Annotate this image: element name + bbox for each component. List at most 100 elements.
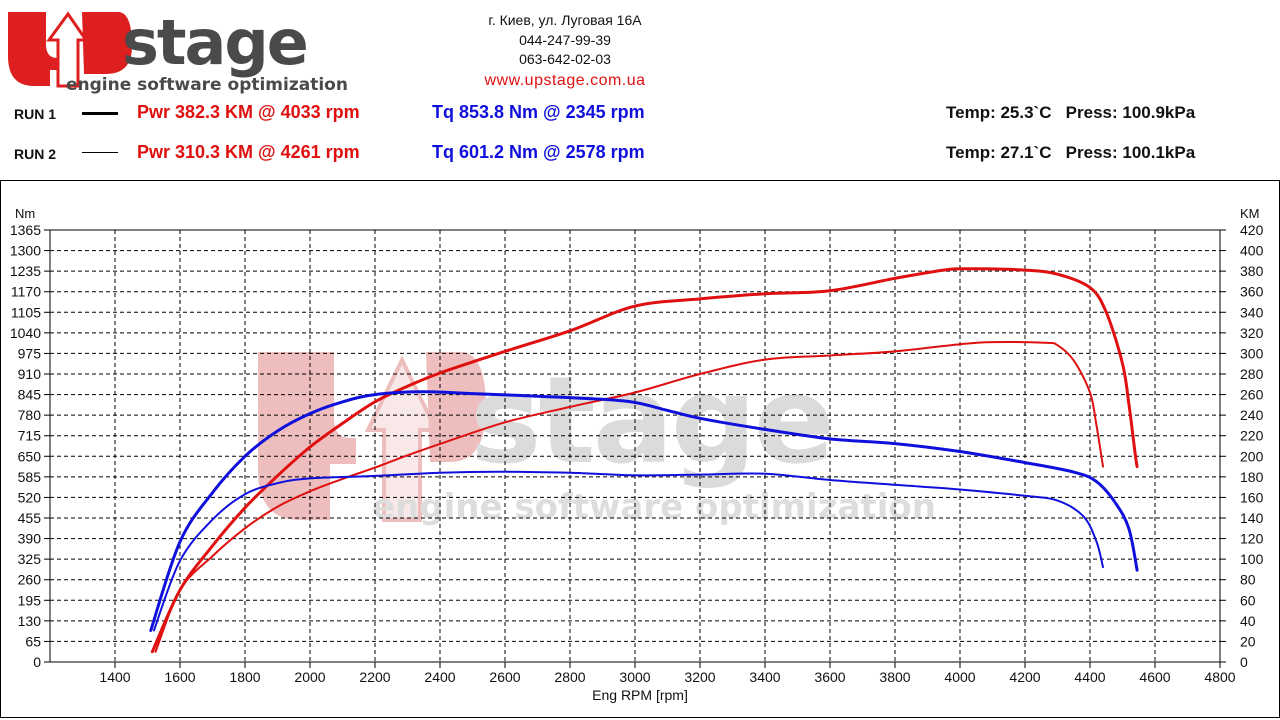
x-tick-label: 3600 <box>814 669 845 685</box>
y-right-tick-label: 420 <box>1240 222 1264 238</box>
y-left-tick-label: 1105 <box>11 304 41 320</box>
grid <box>50 230 1220 662</box>
watermark: stage engine software optimization <box>258 352 936 527</box>
run-2-power-curve <box>154 341 1104 653</box>
run-1-line-sample <box>82 112 118 115</box>
x-tick-label: 4800 <box>1204 669 1235 685</box>
y-right-tick-label: 340 <box>1240 304 1264 320</box>
run-1-power-curve <box>150 267 1139 654</box>
y-left-tick-label: 390 <box>18 531 42 547</box>
y-right-tick-label: 0 <box>1240 654 1248 670</box>
y-right-tick-label: 100 <box>1240 551 1264 567</box>
y-left-tick-label: 195 <box>18 592 42 608</box>
y-right-tick-label: 160 <box>1240 489 1264 505</box>
y-right-tick-label: 240 <box>1240 407 1264 423</box>
x-tick-label: 1400 <box>99 669 130 685</box>
y-left-tick-label: 1365 <box>10 222 41 238</box>
x-tick-label: 4200 <box>1009 669 1040 685</box>
y-left-tick-label: 65 <box>25 633 41 649</box>
x-tick-label: 2800 <box>554 669 585 685</box>
logo-tagline: engine software optimization <box>66 75 348 95</box>
y-right-tick-label: 320 <box>1240 325 1264 341</box>
y-right-tick-label: 200 <box>1240 448 1264 464</box>
curves <box>149 267 1139 654</box>
y-left-tick-label: 1300 <box>10 243 41 259</box>
y-right-tick-label: 300 <box>1240 345 1264 361</box>
x-tick-label: 4400 <box>1074 669 1105 685</box>
chart-frame <box>0 180 1280 718</box>
y-left-tick-label: 1040 <box>10 325 41 341</box>
address: г. Киев, ул. Луговая 16A <box>488 12 642 28</box>
run-1-label: RUN 1 <box>14 106 57 122</box>
y-left-tick-label: 1235 <box>10 263 41 279</box>
phone-1: 044-247-99-39 <box>519 32 611 48</box>
y-left-tick-label: 585 <box>18 469 42 485</box>
y-right-tick-label: 220 <box>1240 428 1264 444</box>
y-right-tick-label: 40 <box>1240 613 1256 629</box>
website-link[interactable]: www.upstage.com.ua <box>484 72 646 89</box>
x-tick-label: 2200 <box>359 669 390 685</box>
y-right-unit: KM <box>1240 206 1260 221</box>
x-tick-label: 2600 <box>489 669 520 685</box>
x-axis-label: Eng RPM [rpm] <box>592 687 688 703</box>
x-tick-label: 2400 <box>424 669 455 685</box>
y-left-tick-label: 455 <box>18 510 42 526</box>
run-2-line-sample <box>82 152 118 153</box>
y-right-tick-label: 60 <box>1240 592 1256 608</box>
axes: 1400 1600 1800 2000 2200 2400 2600 2800 3000 3200… <box>10 222 1264 685</box>
upstage-logo: stage engine software optimization <box>8 6 348 95</box>
y-left-tick-label: 780 <box>18 407 42 423</box>
x-tick-label: 3000 <box>619 669 650 685</box>
run-2-temp: Temp: 27.1`C <box>946 143 1052 162</box>
x-tick-label: 3200 <box>684 669 715 685</box>
x-tick-label: 4000 <box>944 669 975 685</box>
x-tick-label: 2000 <box>294 669 325 685</box>
x-tick-label: 1800 <box>229 669 260 685</box>
run-2-torque-curve <box>153 470 1104 632</box>
watermark-tagline: engine software optimization <box>372 487 936 527</box>
run-1-torque-curve <box>149 390 1139 632</box>
y-left-tick-label: 845 <box>18 387 42 403</box>
y-left-tick-label: 650 <box>18 448 42 464</box>
y-left-tick-label: 910 <box>18 366 42 382</box>
y-left-tick-label: 0 <box>33 654 41 670</box>
x-tick-label: 1600 <box>164 669 195 685</box>
run-2-power: Pwr 310.3 KM @ 4261 rpm <box>137 142 360 162</box>
y-left-tick-label: 1170 <box>11 284 41 300</box>
run-1-press: Press: 100.9kPa <box>1065 103 1196 122</box>
x-tick-label: 3400 <box>749 669 780 685</box>
y-right-tick-label: 20 <box>1240 633 1256 649</box>
y-right-tick-label: 260 <box>1240 387 1264 403</box>
y-left-tick-label: 715 <box>18 428 42 444</box>
y-right-tick-label: 80 <box>1240 572 1256 588</box>
y-right-tick-label: 180 <box>1240 469 1264 485</box>
y-right-tick-label: 120 <box>1240 531 1264 547</box>
x-tick-label: 3800 <box>879 669 910 685</box>
x-tick-label: 4600 <box>1139 669 1170 685</box>
y-right-tick-label: 400 <box>1240 243 1264 259</box>
run-2-torque: Tq 601.2 Nm @ 2578 rpm <box>432 142 645 162</box>
run-1-torque: Tq 853.8 Nm @ 2345 rpm <box>432 102 645 122</box>
run-2-press: Press: 100.1kPa <box>1065 143 1196 162</box>
run-1-conditions: Temp: 25.3`C Press: 100.9kPa <box>946 103 1195 123</box>
y-left-tick-label: 520 <box>18 489 42 505</box>
logo-word: stage <box>122 6 307 79</box>
y-left-tick-label: 975 <box>18 345 42 361</box>
dyno-chart: stage engine software optimization 1400 1… <box>0 180 1280 718</box>
run-2-conditions: Temp: 27.1`C Press: 100.1kPa <box>946 143 1195 163</box>
y-left-unit: Nm <box>15 206 35 221</box>
y-right-tick-label: 380 <box>1240 263 1264 279</box>
run-2-row: RUN 2 Pwr 310.3 KM @ 4261 rpm Tq 601.2 N… <box>0 142 1280 166</box>
phone-2: 063-642-02-03 <box>519 51 611 67</box>
run-2-label: RUN 2 <box>14 146 57 162</box>
y-left-tick-label: 325 <box>18 551 42 567</box>
y-right-tick-label: 360 <box>1240 284 1264 300</box>
y-left-tick-label: 260 <box>18 572 42 588</box>
run-1-temp: Temp: 25.3`C <box>946 103 1052 122</box>
run-1-power: Pwr 382.3 KM @ 4033 rpm <box>137 102 360 122</box>
header: stage engine software optimization г. Ки… <box>0 0 1280 180</box>
y-left-tick-label: 130 <box>18 613 42 629</box>
y-right-tick-label: 140 <box>1240 510 1264 526</box>
y-right-tick-label: 280 <box>1240 366 1264 382</box>
run-1-row: RUN 1 Pwr 382.3 KM @ 4033 rpm Tq 853.8 N… <box>0 102 1280 126</box>
